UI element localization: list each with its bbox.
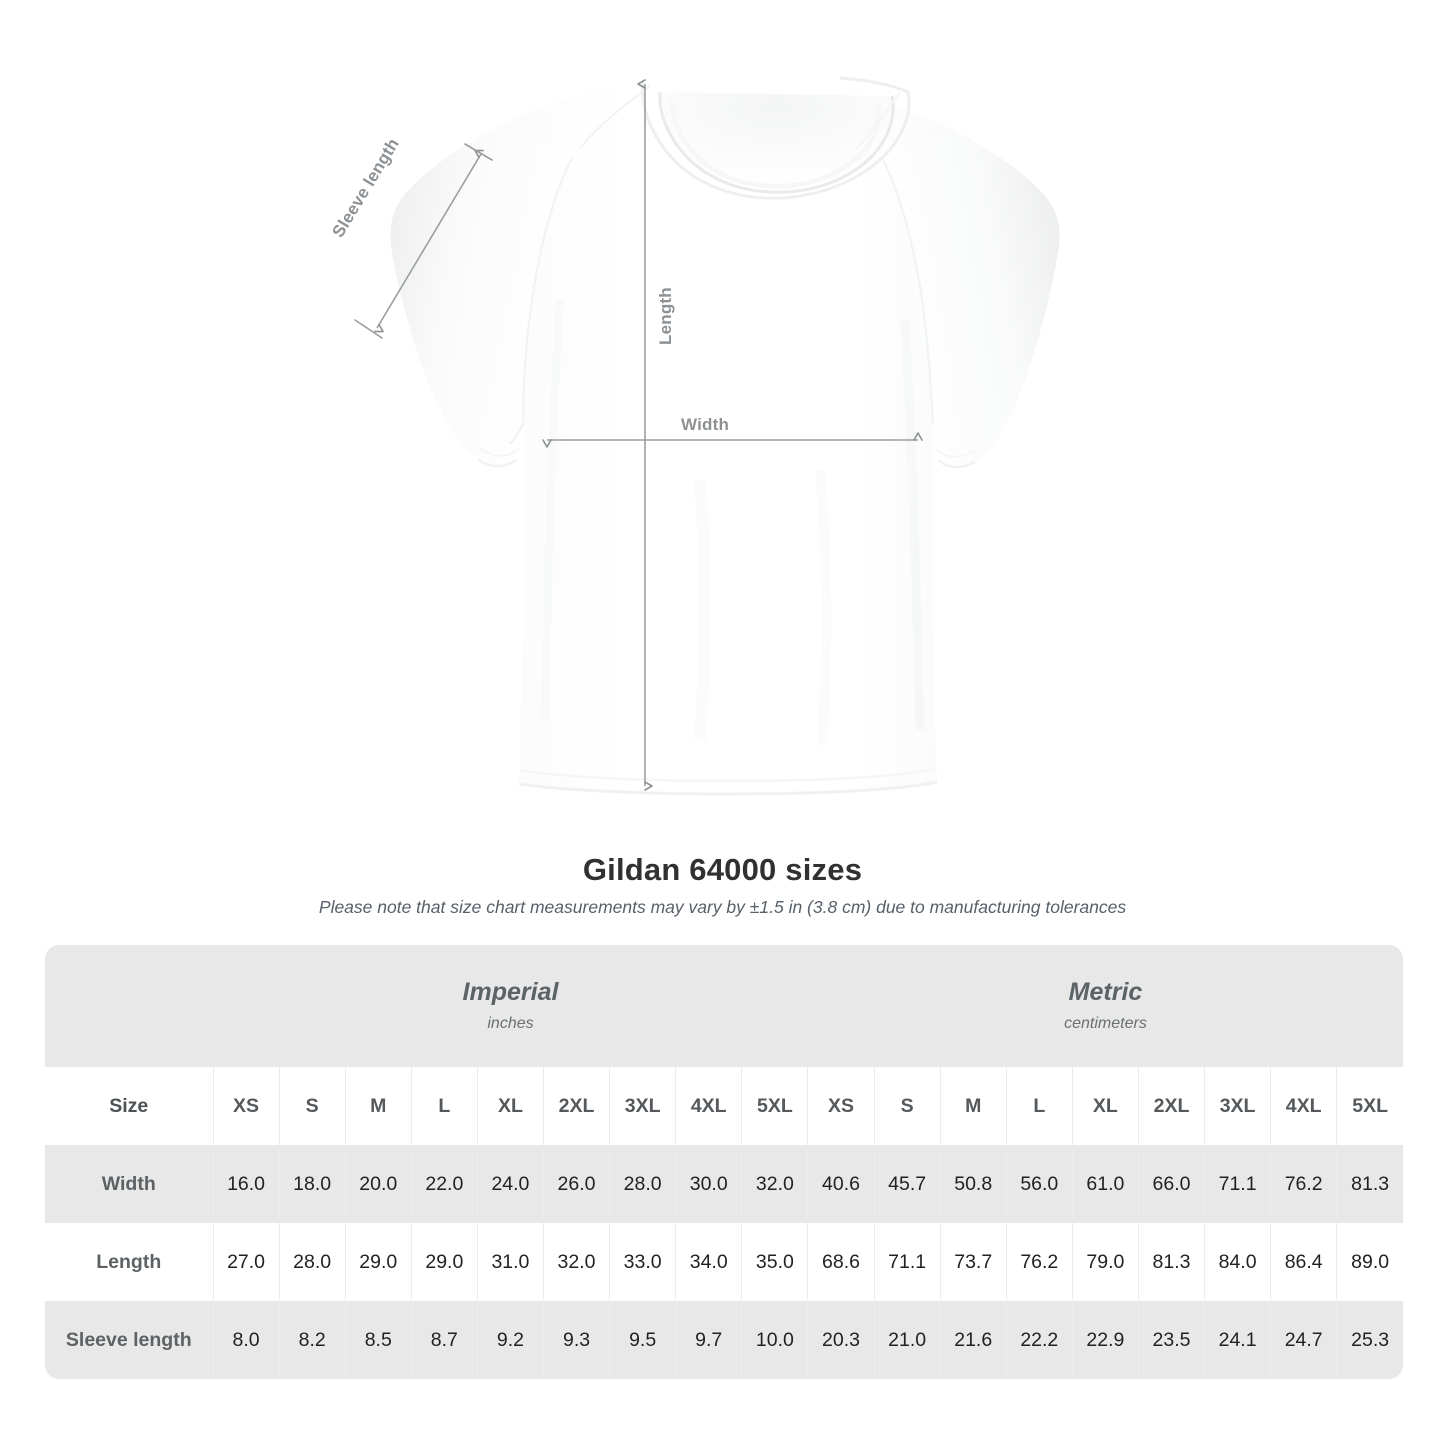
- size-header-imp-1: S: [278, 1067, 346, 1145]
- cell-sleeve-met-4: 22.9: [1071, 1301, 1139, 1379]
- row-label-sleeve-length: Sleeve length: [45, 1301, 214, 1379]
- cell-width-imp-5: 26.0: [542, 1145, 610, 1223]
- unit-sub-imperial: inches: [487, 1015, 534, 1033]
- size-header-imp-5: 2XL: [542, 1067, 610, 1145]
- cell-length-met-1: 71.1: [873, 1223, 941, 1301]
- width-annotation-label: Width: [681, 415, 730, 434]
- sleeve-length-arrow: [354, 143, 493, 339]
- unit-sub-metric: centimeters: [1064, 1015, 1147, 1033]
- cell-length-imp-0: 27.0: [212, 1223, 280, 1301]
- cell-length-imp-1: 28.0: [278, 1223, 346, 1301]
- tshirt-illustration: Sleeve length Length Width: [328, 76, 1060, 796]
- cell-sleeve-met-3: 22.2: [1005, 1301, 1073, 1379]
- cell-length-imp-7: 34.0: [675, 1223, 742, 1301]
- cell-width-met-0: 40.6: [807, 1145, 875, 1223]
- cell-length-imp-4: 31.0: [476, 1223, 544, 1301]
- cell-width-met-2: 50.8: [939, 1145, 1007, 1223]
- cell-sleeve-imp-2: 8.5: [344, 1301, 412, 1379]
- cell-width-imp-0: 16.0: [212, 1145, 280, 1223]
- cell-width-imp-2: 20.0: [344, 1145, 412, 1223]
- size-header-imp-8: 5XL: [741, 1067, 808, 1145]
- cell-width-met-3: 56.0: [1005, 1145, 1073, 1223]
- size-header-met-1: S: [873, 1067, 941, 1145]
- cell-sleeve-imp-7: 9.7: [675, 1301, 742, 1379]
- cell-width-imp-4: 24.0: [476, 1145, 544, 1223]
- unit-header-imperial: Imperial inches: [213, 945, 808, 1067]
- cell-length-met-3: 76.2: [1005, 1223, 1073, 1301]
- cell-length-imp-5: 32.0: [542, 1223, 610, 1301]
- size-header-imp-2: M: [344, 1067, 412, 1145]
- cell-length-met-2: 73.7: [939, 1223, 1007, 1301]
- cell-sleeve-met-7: 24.7: [1270, 1301, 1337, 1379]
- size-header-met-4: XL: [1071, 1067, 1139, 1145]
- size-table-container: Imperial inches Metric centimeters Size …: [45, 945, 1403, 1379]
- row-label-size: Size: [45, 1067, 214, 1145]
- unit-header-blank: [45, 945, 214, 1067]
- cell-length-met-5: 81.3: [1137, 1223, 1205, 1301]
- cell-sleeve-met-6: 24.1: [1204, 1301, 1271, 1379]
- size-header-imp-3: L: [410, 1067, 478, 1145]
- cell-width-met-5: 66.0: [1137, 1145, 1205, 1223]
- unit-header-row: Imperial inches Metric centimeters: [45, 945, 1403, 1067]
- cell-width-met-1: 45.7: [873, 1145, 941, 1223]
- cell-length-met-6: 84.0: [1204, 1223, 1271, 1301]
- cell-sleeve-imp-4: 9.2: [476, 1301, 544, 1379]
- cell-sleeve-met-8: 25.3: [1336, 1301, 1403, 1379]
- cell-length-imp-3: 29.0: [410, 1223, 478, 1301]
- cell-sleeve-imp-3: 8.7: [410, 1301, 478, 1379]
- size-header-met-8: 5XL: [1336, 1067, 1403, 1145]
- cell-length-imp-2: 29.0: [344, 1223, 412, 1301]
- cell-sleeve-imp-8: 10.0: [741, 1301, 808, 1379]
- cell-width-met-7: 76.2: [1270, 1145, 1337, 1223]
- cell-sleeve-imp-0: 8.0: [212, 1301, 280, 1379]
- size-header-met-6: 3XL: [1204, 1067, 1271, 1145]
- size-header-imp-4: XL: [476, 1067, 544, 1145]
- cell-sleeve-met-5: 23.5: [1137, 1301, 1205, 1379]
- cell-width-met-4: 61.0: [1071, 1145, 1139, 1223]
- table-row-width: Width 16.0 18.0 20.0 22.0 24.0 26.0 28.0…: [45, 1145, 1403, 1223]
- unit-name-metric: Metric: [1068, 977, 1143, 1006]
- cell-sleeve-met-2: 21.6: [939, 1301, 1007, 1379]
- cell-width-imp-3: 22.0: [410, 1145, 478, 1223]
- size-header-met-7: 4XL: [1270, 1067, 1337, 1145]
- cell-length-met-8: 89.0: [1336, 1223, 1403, 1301]
- unit-header-metric: Metric centimeters: [807, 945, 1403, 1067]
- cell-sleeve-met-1: 21.0: [873, 1301, 941, 1379]
- cell-length-imp-6: 33.0: [609, 1223, 676, 1301]
- cell-width-met-6: 71.1: [1204, 1145, 1271, 1223]
- row-label-width: Width: [45, 1145, 214, 1223]
- cell-width-imp-1: 18.0: [278, 1145, 346, 1223]
- cell-sleeve-imp-5: 9.3: [542, 1301, 610, 1379]
- size-header-met-0: XS: [807, 1067, 875, 1145]
- size-header-imp-7: 4XL: [675, 1067, 742, 1145]
- tolerance-note: Please note that size chart measurements…: [318, 897, 1127, 917]
- size-header-imp-0: XS: [212, 1067, 280, 1145]
- page-title: Gildan 64000 sizes: [582, 852, 863, 887]
- cell-length-met-0: 68.6: [807, 1223, 875, 1301]
- cell-sleeve-imp-6: 9.5: [609, 1301, 676, 1379]
- cell-length-imp-8: 35.0: [741, 1223, 808, 1301]
- length-annotation-label: Length: [656, 287, 675, 345]
- table-row-size-header: Size XS S M L XL 2XL 3XL 4XL 5XL XS S M …: [45, 1067, 1403, 1145]
- cell-sleeve-imp-1: 8.2: [278, 1301, 346, 1379]
- table-row-length: Length 27.0 28.0 29.0 29.0 31.0 32.0 33.…: [45, 1223, 1403, 1301]
- cell-sleeve-met-0: 20.3: [807, 1301, 875, 1379]
- cell-length-met-4: 79.0: [1071, 1223, 1139, 1301]
- size-header-met-2: M: [939, 1067, 1007, 1145]
- row-label-length: Length: [45, 1223, 214, 1301]
- cell-width-imp-7: 30.0: [675, 1145, 742, 1223]
- size-header-imp-6: 3XL: [609, 1067, 676, 1145]
- unit-name-imperial: Imperial: [462, 977, 559, 1006]
- size-table: Imperial inches Metric centimeters Size …: [45, 945, 1403, 1379]
- cell-length-met-7: 86.4: [1270, 1223, 1337, 1301]
- measurement-annotations: [354, 79, 923, 791]
- table-row-sleeve-length: Sleeve length 8.0 8.2 8.5 8.7 9.2 9.3 9.…: [45, 1301, 1403, 1379]
- cell-width-met-8: 81.3: [1336, 1145, 1403, 1223]
- size-header-met-5: 2XL: [1137, 1067, 1205, 1145]
- cell-width-imp-8: 32.0: [741, 1145, 808, 1223]
- cell-width-imp-6: 28.0: [609, 1145, 676, 1223]
- size-header-met-3: L: [1005, 1067, 1073, 1145]
